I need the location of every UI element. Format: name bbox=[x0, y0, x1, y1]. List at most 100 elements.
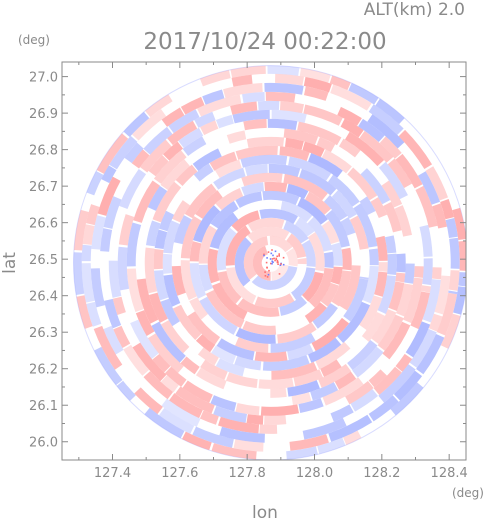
center-noise bbox=[275, 257, 277, 260]
disk-cell bbox=[307, 216, 333, 252]
center-noise bbox=[267, 251, 270, 253]
x-tick-label: 127.8 bbox=[229, 466, 266, 481]
disk-cell bbox=[246, 136, 285, 148]
disk-cell bbox=[197, 94, 242, 117]
disk-cell bbox=[383, 201, 402, 233]
disk-cell bbox=[148, 292, 168, 323]
disk-cell bbox=[210, 200, 239, 229]
y-tick-label: 26.7 bbox=[29, 180, 58, 195]
disk-cell bbox=[307, 337, 342, 363]
center-noise bbox=[278, 253, 280, 255]
disk-cell bbox=[291, 392, 312, 406]
disk-cell bbox=[284, 137, 304, 150]
disk-cell bbox=[175, 164, 198, 186]
disk-cell bbox=[287, 343, 314, 361]
disk-cell bbox=[297, 197, 328, 225]
disk-cell bbox=[299, 67, 331, 83]
disk-cell bbox=[235, 327, 276, 344]
disk-cell bbox=[325, 209, 350, 248]
disk-cell bbox=[235, 402, 260, 416]
y-axis-label: lat bbox=[0, 252, 20, 274]
disk-cell bbox=[410, 291, 430, 330]
disk-cell bbox=[259, 208, 298, 224]
disk-cell bbox=[189, 241, 202, 262]
disk-cell bbox=[180, 260, 197, 301]
disk-cell bbox=[283, 173, 328, 201]
disk-cell bbox=[117, 246, 130, 291]
disk-cell bbox=[219, 426, 265, 443]
disk-cell bbox=[241, 172, 283, 187]
disk-cell bbox=[163, 220, 180, 254]
disk-cell bbox=[458, 272, 466, 287]
disk-cell bbox=[160, 375, 179, 393]
disk-cell bbox=[132, 108, 167, 141]
disk-cell bbox=[302, 417, 347, 440]
disk-cell bbox=[195, 334, 216, 353]
disk-cell bbox=[297, 121, 342, 146]
disk-cell bbox=[308, 267, 334, 308]
disk-cell bbox=[180, 216, 202, 259]
x-tick-label: 127.4 bbox=[94, 466, 131, 481]
disk-cell bbox=[81, 263, 95, 303]
disk-cell bbox=[271, 361, 318, 380]
disk-cell bbox=[240, 154, 288, 168]
center-noise bbox=[276, 255, 278, 258]
y-tick-label: 26.6 bbox=[29, 217, 58, 232]
disk-cell bbox=[271, 109, 307, 123]
disk-cell bbox=[86, 301, 102, 327]
disk-cell bbox=[257, 100, 280, 111]
disk-cell bbox=[195, 367, 227, 390]
disk-cell bbox=[163, 274, 181, 307]
disk-cell bbox=[145, 220, 161, 247]
disk-cell bbox=[395, 153, 423, 189]
disk-cell bbox=[197, 347, 219, 366]
disk-cell bbox=[286, 233, 307, 259]
disk-cell bbox=[162, 141, 184, 161]
disk-cell bbox=[320, 359, 342, 377]
x-axis-label: lon bbox=[252, 503, 278, 521]
center-noise bbox=[282, 263, 285, 266]
disk-cell bbox=[152, 353, 171, 373]
disk-cell bbox=[352, 346, 384, 378]
disk-cell bbox=[320, 282, 340, 307]
disk-cell bbox=[280, 200, 313, 223]
disk-cell bbox=[215, 358, 245, 377]
disk-cell bbox=[199, 410, 219, 425]
disk-cell bbox=[151, 321, 186, 363]
center-noise bbox=[271, 249, 273, 251]
disk-cell bbox=[419, 224, 433, 257]
center-noise bbox=[264, 271, 266, 273]
disk-cell bbox=[339, 265, 361, 311]
disk-cell bbox=[230, 65, 266, 78]
disk-cell bbox=[214, 159, 242, 179]
disk-cell bbox=[217, 270, 242, 304]
disk-cell bbox=[382, 321, 411, 360]
disk-cell bbox=[225, 225, 251, 266]
disk-cell bbox=[301, 239, 316, 267]
disk-cell bbox=[327, 174, 360, 207]
disk-cell bbox=[297, 257, 307, 265]
disk-cell bbox=[264, 415, 287, 425]
disk-cell bbox=[123, 344, 150, 376]
center-noise bbox=[263, 253, 265, 256]
disk-cell bbox=[375, 235, 388, 261]
disk-cell bbox=[182, 380, 213, 403]
disk-cell bbox=[205, 290, 245, 329]
disk-cell bbox=[209, 212, 239, 250]
reflectivity-disk bbox=[73, 65, 466, 460]
disk-cell bbox=[271, 264, 289, 281]
disk-cell bbox=[323, 194, 348, 221]
disk-cell bbox=[233, 439, 264, 452]
disk-cell bbox=[267, 118, 298, 131]
disk-cell bbox=[359, 196, 376, 215]
disk-cell bbox=[192, 148, 222, 171]
disk-cell bbox=[215, 114, 234, 129]
disk-cell bbox=[200, 70, 231, 87]
disk-cell bbox=[302, 141, 325, 158]
disk-cell bbox=[368, 104, 404, 135]
disk-cell bbox=[387, 253, 397, 276]
disk-cell bbox=[225, 372, 258, 389]
disk-cell bbox=[81, 244, 92, 262]
disk-cell bbox=[305, 191, 332, 215]
disk-cell bbox=[252, 245, 271, 281]
